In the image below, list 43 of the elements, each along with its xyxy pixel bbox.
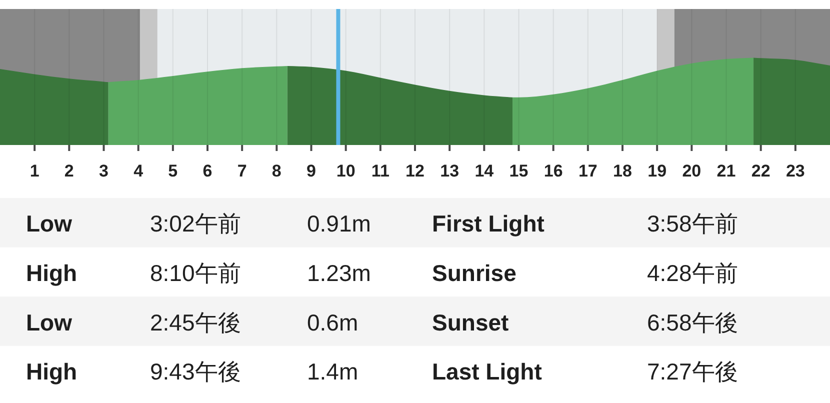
text: 0.91m [307,210,371,237]
x-tick-label: 16 [544,162,563,180]
text: High [26,358,78,385]
text: 9:43午後 [150,358,241,385]
text: 0.6m [307,309,358,336]
x-tick-label: 22 [751,162,770,180]
x-tick-label: 14 [474,162,494,180]
x-tick-label: 2 [64,162,74,180]
text: 7:27午後 [647,358,738,385]
x-tick-label: 8 [272,162,282,180]
text: 6:58午後 [647,309,738,336]
text: First Light [432,210,545,237]
x-tick-label: 11 [371,162,390,180]
x-tick-label: 20 [682,162,702,180]
x-tick-label: 21 [716,162,736,180]
x-tick-label: 5 [168,162,178,180]
text: 2:45午後 [150,309,241,336]
text: Low [26,210,72,237]
x-tick-label: 15 [509,162,528,180]
text: 1.4m [307,358,358,385]
x-tick-label: 17 [578,162,598,180]
x-tick-label: 13 [440,162,460,180]
x-tick-label: 23 [786,162,805,180]
x-tick-label: 9 [306,162,316,180]
text: 4:28午前 [647,260,738,286]
text: 3:02午前 [150,210,241,237]
text: 8:10午前 [150,260,241,286]
x-tick-label: 10 [336,162,356,180]
text: High [26,260,78,286]
x-tick-label: 3 [99,162,108,180]
x-tick-label: 19 [648,162,667,180]
x-tick-label: 7 [237,162,247,180]
x-tick-label: 12 [406,162,424,180]
x-tick-label: 18 [613,162,632,180]
text: Sunrise [432,260,516,286]
text: 1.23m [307,260,371,286]
x-tick-label: 4 [134,162,144,180]
text: Last Light [432,358,542,385]
x-tick-label: 6 [202,162,212,180]
text: Low [26,309,72,336]
text: Sunset [432,309,510,336]
text: 3:58午前 [647,210,738,237]
x-tick-label: 1 [30,162,40,180]
